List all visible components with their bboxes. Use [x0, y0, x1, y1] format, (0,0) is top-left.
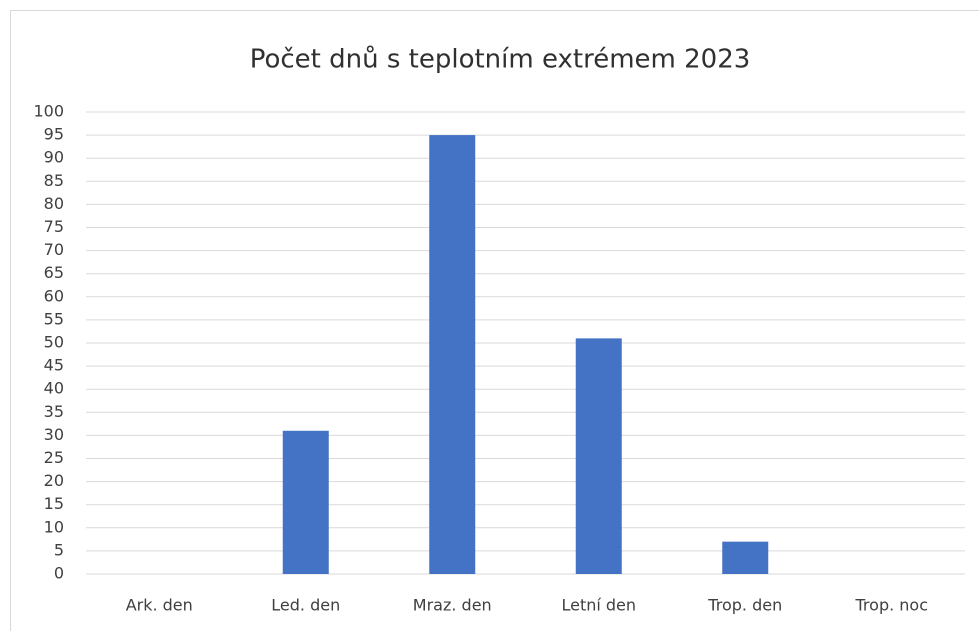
y-tick-label: 5 — [54, 540, 64, 559]
y-tick-label: 85 — [44, 171, 64, 190]
y-tick-label: 35 — [44, 402, 64, 421]
y-tick-label: 30 — [44, 425, 64, 444]
y-tick-label: 50 — [44, 333, 64, 352]
bar — [575, 338, 622, 574]
x-tick-label: Mraz. den — [413, 596, 492, 615]
x-tick-label: Letní den — [561, 596, 636, 615]
bar — [282, 430, 329, 574]
y-tick-label: 100 — [33, 102, 64, 121]
x-tick-label: Trop. noc — [855, 596, 929, 615]
y-tick-label: 20 — [44, 471, 64, 490]
x-tick-label: Led. den — [271, 596, 340, 615]
bar — [722, 541, 769, 574]
y-tick-label: 0 — [54, 564, 64, 583]
x-tick-label: Trop. den — [707, 596, 782, 615]
y-tick-label: 60 — [44, 286, 64, 305]
chart-border — [10, 10, 979, 631]
y-tick-label: 95 — [44, 125, 64, 144]
y-tick-label: 45 — [44, 356, 64, 375]
y-tick-label: 55 — [44, 309, 64, 328]
y-tick-label: 40 — [44, 379, 64, 398]
bar — [429, 135, 476, 574]
y-tick-label: 90 — [44, 148, 64, 167]
y-tick-label: 65 — [44, 263, 64, 282]
y-tick-label: 80 — [44, 194, 64, 213]
x-tick-label: Ark. den — [126, 596, 193, 615]
chart-title: Počet dnů s teplotním extrémem 2023 — [250, 45, 751, 75]
y-tick-label: 70 — [44, 240, 64, 259]
y-tick-label: 10 — [44, 517, 64, 536]
y-tick-label: 15 — [44, 494, 64, 513]
y-tick-label: 25 — [44, 448, 64, 467]
y-tick-label: 75 — [44, 217, 64, 236]
